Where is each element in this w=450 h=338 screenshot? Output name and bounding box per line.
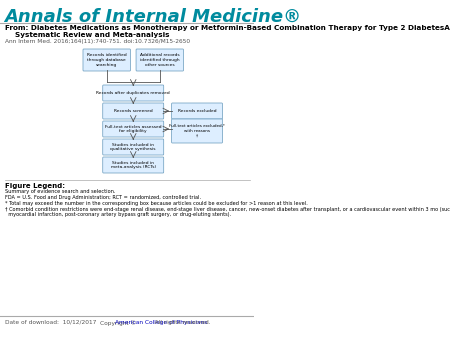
Text: Annals of Internal Medicine®: Annals of Internal Medicine®: [4, 8, 302, 26]
Text: Date of download:  10/12/2017: Date of download: 10/12/2017: [4, 320, 96, 325]
FancyBboxPatch shape: [103, 121, 164, 137]
Text: Summary of evidence search and selection.: Summary of evidence search and selection…: [4, 189, 115, 194]
Text: Additional records
identified through
other sources: Additional records identified through ot…: [140, 53, 180, 67]
Text: Studies included in
meta-analysis (RCTs): Studies included in meta-analysis (RCTs): [111, 161, 156, 169]
Text: Records identified
through database
searching: Records identified through database sear…: [87, 53, 126, 67]
Text: Full-text articles excluded,*
with reasons
†: Full-text articles excluded,* with reaso…: [169, 124, 225, 138]
Text: Records after duplicates removed: Records after duplicates removed: [96, 91, 170, 95]
FancyBboxPatch shape: [103, 157, 164, 173]
Text: Ann Intern Med. 2016;164(11):740-751. doi:10.7326/M15-2650: Ann Intern Med. 2016;164(11):740-751. do…: [4, 39, 189, 44]
Text: † Comorbid condition restrictions were end-stage renal disease, end-stage liver : † Comorbid condition restrictions were e…: [4, 207, 450, 212]
Text: myocardial infarction, post-coronary artery bypass graft surgery, or drug-elutin: myocardial infarction, post-coronary art…: [4, 212, 231, 217]
Text: Copyright ©: Copyright ©: [100, 320, 139, 325]
Text: Records excluded: Records excluded: [178, 109, 216, 113]
Text: FDA = U.S. Food and Drug Administration; RCT = randomized, controlled trial.: FDA = U.S. Food and Drug Administration;…: [4, 195, 201, 200]
Text: From: Diabetes Medications as Monotherapy or Metformin-Based Combination Therapy: From: Diabetes Medications as Monotherap…: [4, 25, 450, 31]
Text: All rights reserved.: All rights reserved.: [151, 320, 211, 325]
FancyBboxPatch shape: [83, 49, 130, 71]
FancyBboxPatch shape: [103, 139, 164, 155]
FancyBboxPatch shape: [103, 85, 164, 101]
Text: Studies included in
qualitative synthesis: Studies included in qualitative synthesi…: [111, 143, 156, 151]
FancyBboxPatch shape: [103, 103, 164, 119]
Text: American College of Physicians: American College of Physicians: [115, 320, 207, 325]
Text: * Total may exceed the number in the corresponding box because articles could be: * Total may exceed the number in the cor…: [4, 201, 307, 206]
Text: Records screened: Records screened: [114, 109, 153, 113]
Text: Full-text articles assessed
for eligibility: Full-text articles assessed for eligibil…: [105, 125, 162, 133]
FancyBboxPatch shape: [136, 49, 184, 71]
Text: Systematic Review and Meta-analysis: Systematic Review and Meta-analysis: [15, 32, 169, 38]
FancyBboxPatch shape: [171, 119, 222, 143]
Text: Figure Legend:: Figure Legend:: [4, 183, 64, 189]
FancyBboxPatch shape: [171, 103, 222, 119]
